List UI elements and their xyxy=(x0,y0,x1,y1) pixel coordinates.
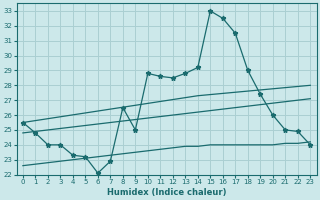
X-axis label: Humidex (Indice chaleur): Humidex (Indice chaleur) xyxy=(107,188,226,197)
